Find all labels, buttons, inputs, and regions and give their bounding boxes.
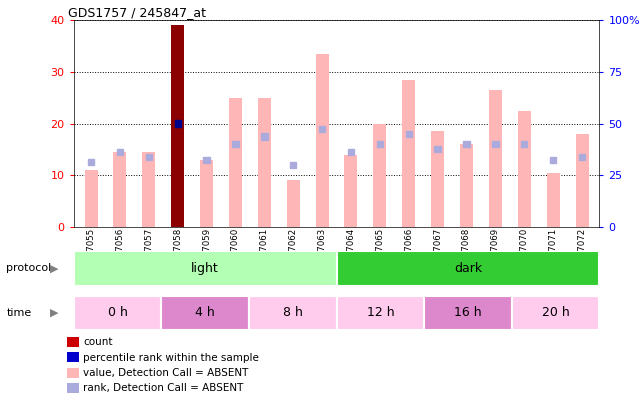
Text: 16 h: 16 h	[454, 306, 482, 320]
Bar	[315, 54, 329, 227]
Bar	[460, 144, 473, 227]
Bar	[512, 296, 599, 330]
Bar	[344, 154, 358, 227]
Text: dark: dark	[454, 262, 482, 275]
Bar	[74, 251, 337, 286]
Text: 20 h: 20 h	[542, 306, 569, 320]
Bar	[290, 162, 296, 168]
Text: value, Detection Call = ABSENT: value, Detection Call = ABSENT	[83, 368, 249, 378]
Bar	[249, 296, 337, 330]
Bar	[88, 159, 94, 165]
Text: ▶: ▶	[50, 263, 59, 273]
Bar	[518, 111, 531, 227]
Bar	[492, 141, 499, 147]
Bar	[287, 180, 300, 227]
Bar	[579, 154, 585, 160]
Text: 4 h: 4 h	[196, 306, 215, 320]
Bar	[261, 133, 267, 140]
Text: light: light	[191, 262, 219, 275]
Bar	[431, 131, 444, 227]
Bar	[463, 141, 470, 147]
Bar	[146, 154, 152, 160]
Bar	[74, 296, 162, 330]
Bar	[117, 149, 123, 155]
Bar	[337, 296, 424, 330]
Bar	[319, 126, 325, 132]
Text: count: count	[83, 337, 113, 347]
Bar	[162, 296, 249, 330]
Bar	[348, 149, 354, 155]
Text: time: time	[6, 308, 31, 318]
Bar	[521, 141, 528, 147]
Bar	[373, 124, 387, 227]
Text: 8 h: 8 h	[283, 306, 303, 320]
Bar	[171, 26, 184, 227]
Bar	[258, 98, 271, 227]
Bar	[406, 131, 412, 137]
Bar	[576, 134, 588, 227]
Bar	[174, 120, 181, 127]
Bar	[547, 173, 560, 227]
Bar	[550, 157, 556, 163]
Bar	[232, 141, 238, 147]
Text: ▶: ▶	[50, 308, 59, 318]
Text: 0 h: 0 h	[108, 306, 128, 320]
Bar	[203, 157, 210, 163]
Bar	[377, 141, 383, 147]
Bar	[424, 296, 512, 330]
Text: protocol: protocol	[6, 263, 52, 273]
Text: rank, Detection Call = ABSENT: rank, Detection Call = ABSENT	[83, 384, 244, 393]
Text: 12 h: 12 h	[367, 306, 394, 320]
Bar	[435, 146, 441, 152]
Text: GDS1757 / 245847_at: GDS1757 / 245847_at	[69, 6, 206, 19]
Bar	[142, 152, 155, 227]
Bar	[85, 170, 97, 227]
Bar	[113, 152, 126, 227]
Bar	[337, 251, 599, 286]
Bar	[489, 90, 502, 227]
Text: percentile rank within the sample: percentile rank within the sample	[83, 353, 259, 362]
Bar	[229, 98, 242, 227]
Bar	[403, 80, 415, 227]
Bar	[200, 160, 213, 227]
